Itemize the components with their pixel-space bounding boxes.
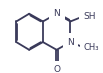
- Text: CH₃: CH₃: [84, 43, 99, 52]
- Text: N: N: [53, 9, 60, 18]
- Text: SH: SH: [84, 12, 96, 21]
- Text: O: O: [53, 65, 60, 73]
- Text: N: N: [67, 38, 74, 47]
